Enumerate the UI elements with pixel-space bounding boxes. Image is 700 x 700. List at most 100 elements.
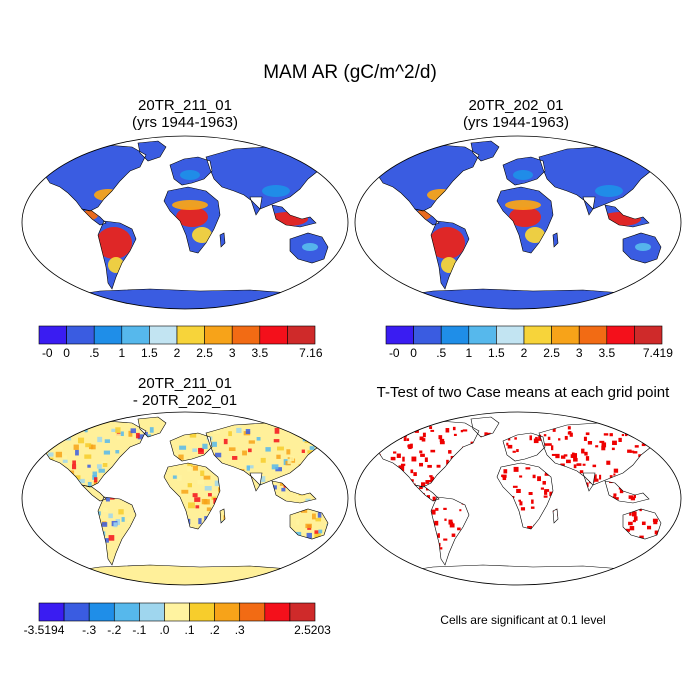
land-asia xyxy=(539,423,659,485)
colorbar-label: -.2 xyxy=(107,623,121,637)
panel2-title-line1: 20TR_202_01 xyxy=(468,97,564,114)
colorbar-box xyxy=(139,602,165,622)
colorbar-box xyxy=(413,325,442,345)
colorbar-label: .5 xyxy=(436,346,446,360)
coast-madagascar xyxy=(219,232,226,248)
panel1-title-line1: 20TR_211_01 xyxy=(138,97,232,114)
land-asia xyxy=(206,147,326,209)
colorbar-box xyxy=(239,602,266,622)
coast-india xyxy=(582,196,596,216)
colorbar-box xyxy=(264,602,291,622)
colorbar-box xyxy=(496,325,525,345)
colorbar-label: 7.419 xyxy=(643,346,673,360)
coast-europe xyxy=(169,156,213,186)
colorbar-label: .1 xyxy=(185,623,195,637)
colorbar-label: -0 xyxy=(42,346,53,360)
land-madagascar xyxy=(553,509,558,523)
colorbar-label: 3.5 xyxy=(598,346,615,360)
colorbar-label: 7.16 xyxy=(299,346,323,360)
coast-southAmerica xyxy=(430,496,470,566)
colorbar-box xyxy=(440,325,470,345)
panel3-title-line1: 20TR_211_01 xyxy=(138,375,232,392)
map-frame xyxy=(21,135,349,310)
colorbar-box xyxy=(149,325,178,345)
coast-centralAmerica xyxy=(81,208,107,226)
coast-centralAmerica xyxy=(414,484,440,502)
coast-india xyxy=(582,472,596,492)
colorbar-box xyxy=(259,325,288,345)
coast-australia xyxy=(622,508,662,540)
colorbar-box xyxy=(634,325,663,345)
coast-southAmerica xyxy=(97,220,137,290)
coast-seAsia xyxy=(271,480,317,504)
figure-title: MAM AR (gC/m^2/d) xyxy=(263,62,437,83)
colorbar-box xyxy=(121,325,150,345)
panel4-title: T-Test of two Case means at each grid po… xyxy=(346,384,700,401)
panel3-colorbar: -3.5194 -.3 -.2 -.1 .0 .1 .2 .3 2.5203 xyxy=(24,602,331,637)
coast-africa xyxy=(496,462,554,530)
colorbar-box xyxy=(176,325,205,345)
colorbar-label: -3.5194 xyxy=(24,623,65,637)
colorbar-box xyxy=(385,325,414,345)
colorbar-label: -0 xyxy=(389,346,400,360)
land-madagascar xyxy=(553,233,558,247)
colorbar-label: .5 xyxy=(89,346,99,360)
land-asia xyxy=(206,423,326,485)
land-madagascar xyxy=(220,233,225,247)
colorbar-box xyxy=(578,325,608,345)
colorbar-label: 1.5 xyxy=(141,346,158,360)
colorbar-box xyxy=(204,325,233,345)
colorbar-box xyxy=(38,602,65,622)
coast-greenland xyxy=(470,416,500,438)
coast-australia xyxy=(289,232,329,264)
coast-madagascar xyxy=(552,508,559,524)
land-asia xyxy=(539,147,659,209)
colorbar-box xyxy=(66,325,95,345)
colorbar-label: 1.5 xyxy=(488,346,505,360)
panel3-title-line2: - 20TR_202_01 xyxy=(132,392,238,409)
colorbar-label: .3 xyxy=(235,623,245,637)
colorbar-label: 2 xyxy=(174,346,181,360)
colorbar-label: 2.5 xyxy=(543,346,560,360)
colorbar-label: 1 xyxy=(118,346,125,360)
colorbar-box xyxy=(606,325,635,345)
colorbar-label: 3.5 xyxy=(251,346,268,360)
coast-europe xyxy=(502,156,546,186)
colorbar-box xyxy=(88,602,115,622)
colorbar-box xyxy=(289,602,316,622)
significance-note: Cells are significant at 0.1 level xyxy=(440,613,606,627)
coast-seAsia xyxy=(604,480,650,504)
coast-africa xyxy=(496,186,554,254)
coast-africa xyxy=(163,186,221,254)
coast-europe xyxy=(169,432,213,462)
coast-madagascar xyxy=(552,232,559,248)
panel2-title-line2: (yrs 1944-1963) xyxy=(463,114,569,131)
map-frame xyxy=(21,411,349,586)
colorbar-box xyxy=(113,602,140,622)
colorbar-label: 2 xyxy=(521,346,528,360)
coast-india xyxy=(249,472,263,492)
colorbar-box xyxy=(468,325,497,345)
coast-africa xyxy=(163,462,221,530)
colorbar-label: 0 xyxy=(63,346,70,360)
coast-madagascar xyxy=(219,508,226,524)
panel2-map xyxy=(354,135,682,310)
coast-seAsia xyxy=(604,204,650,228)
colorbar-label: 3 xyxy=(576,346,583,360)
land-centralAmerica xyxy=(82,485,106,501)
panel4-title-line1: T-Test of two Case means at each grid po… xyxy=(376,384,670,401)
coast-europe xyxy=(502,432,546,462)
colorbar-label: .0 xyxy=(159,623,169,637)
coast-australia xyxy=(622,232,662,264)
coast-southAmerica xyxy=(430,220,470,290)
panel1-title: 20TR_211_01 (yrs 1944-1963) xyxy=(20,97,350,131)
land-europe xyxy=(170,433,212,461)
colorbar-box xyxy=(523,325,552,345)
coast-australia xyxy=(289,508,329,540)
panel1-title-line2: (yrs 1944-1963) xyxy=(132,114,238,131)
colorbar-label: 2.5 xyxy=(196,346,213,360)
colorbar-label: 3 xyxy=(229,346,236,360)
coast-centralAmerica xyxy=(81,484,107,502)
colorbar-box xyxy=(214,602,241,622)
panel2-colorbar: -0 0 .5 1 1.5 2 2.5 3 3.5 7.419 xyxy=(385,325,673,360)
